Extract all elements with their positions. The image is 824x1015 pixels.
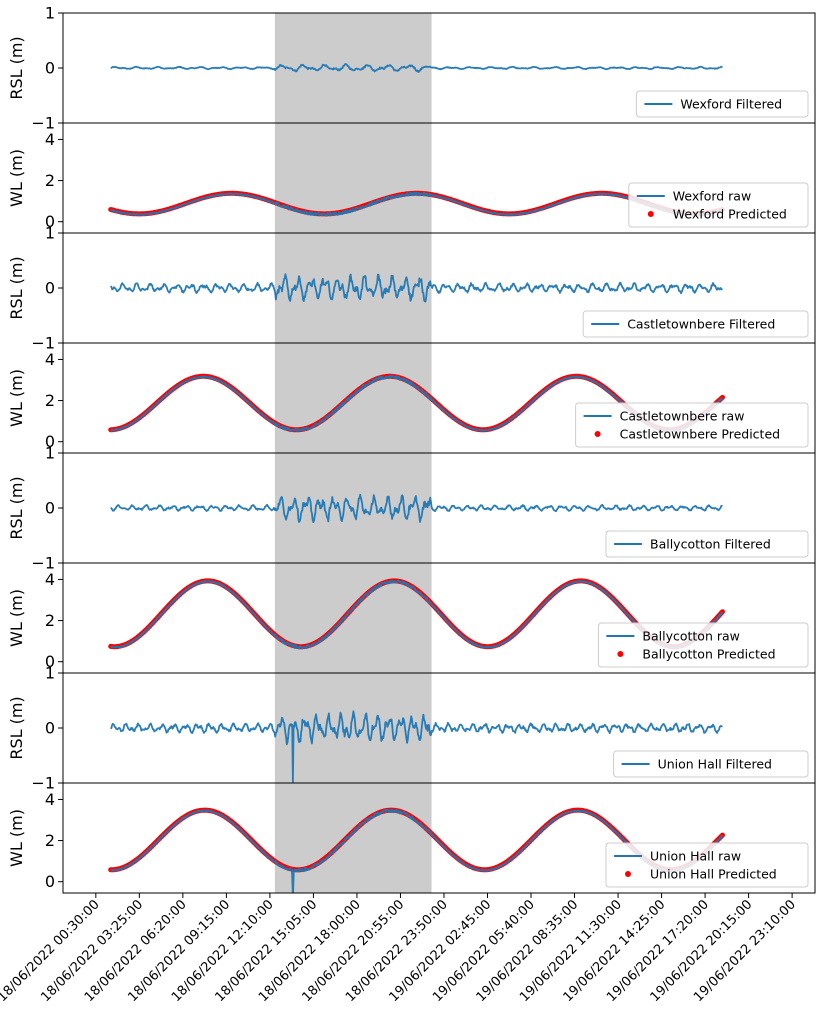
y-tick-label: 1 [45,444,55,463]
y-tick-label: 0 [45,212,55,231]
panel-frame [62,782,816,894]
filtered-series [110,493,723,523]
y-axis-label: RSL (m) [7,476,26,539]
y-axis-label: RSL (m) [7,36,26,99]
panel-3-rsl: 1 0 −1 RSL (m) Castletownbere Filtered [7,224,816,353]
panel-5-rsl: 1 0 −1 RSL (m) Ballycotton Filtered [7,444,816,573]
y-tick-label: −1 [31,114,55,133]
y-tick-label: 0 [45,652,55,671]
y-tick-label: 4 [45,350,55,369]
filtered-series [110,63,723,73]
y-axis-label: RSL (m) [7,696,26,759]
legend-entry-label: Wexford Filtered [680,97,782,112]
y-tick-label: 0 [45,872,55,891]
raw-series [110,191,723,217]
legend-box [575,402,809,448]
panel-2-wl: 4 2 0 WL (m) Wexford raw Wexford Predicted [7,122,816,234]
y-axis-label: WL (m) [7,149,26,207]
y-axis-label: WL (m) [7,589,26,647]
legend: Ballycotton Filtered [605,530,809,558]
y-axis-label: WL (m) [7,369,26,427]
y-tick-label: 0 [45,59,55,78]
legend: Castletownbere raw Castletownbere Predict… [575,402,809,448]
legend-entry-label: Castletownbere raw [620,409,745,424]
y-tick-label: 4 [45,570,55,589]
legend-entry-label: Union Hall Predicted [650,867,777,882]
legend-entry-label: Ballycotton raw [642,629,739,644]
legend-dot-marker [617,651,624,657]
legend-entry-label: Wexford raw [673,189,751,204]
legend-entry-label: Castletownbere Predicted [620,427,781,442]
legend: Union Hall raw Union Hall Predicted [605,842,809,888]
panel-8-wl: 4 2 0 WL (m) Union Hall raw Union Hall Predic… [7,782,816,894]
filtered-series [109,273,723,303]
y-tick-label: 2 [45,171,55,190]
y-tick-label: 1 [45,664,55,683]
legend-entry-label: Ballycotton Filtered [650,537,771,552]
legend: Union Hall Filtered [613,750,809,778]
legend-entry-label: Wexford Predicted [673,207,787,222]
y-tick-label: 1 [45,224,55,243]
panel-7-rsl: 1 0 −1 RSL (m) Union Hall Filtered [7,664,816,793]
legend: Wexford Filtered [635,90,809,118]
y-tick-label: 4 [45,790,55,809]
legend-box [613,750,809,778]
legend-box [605,842,809,888]
y-tick-label: 0 [45,719,55,738]
y-tick-label: 4 [45,130,55,149]
legend-entry-label: Union Hall Filtered [658,757,772,772]
y-tick-label: 0 [45,432,55,451]
legend-box [597,622,809,668]
legend-box [635,90,809,118]
legend-dot-marker [594,431,601,437]
raw-series [110,579,724,650]
y-tick-label: 1 [45,4,55,23]
legend: Ballycotton raw Ballycotton Predicted [597,622,809,668]
y-axis-label: RSL (m) [7,256,26,319]
y-tick-label: 2 [45,611,55,630]
raw-series [110,374,724,433]
legend-dot-marker [647,211,654,217]
raw-series [110,808,724,893]
legend-dot-marker [625,871,631,877]
y-tick-label: 0 [45,279,55,298]
y-tick-label: 2 [45,391,55,410]
legend-entry-label: Ballycotton Predicted [642,647,775,662]
legend-box [582,310,809,338]
filtered-series [110,710,723,783]
legend-entry-label: Castletownbere Filtered [627,317,775,332]
legend: Wexford raw Wexford Predicted [628,182,809,228]
y-tick-label: −1 [31,774,55,793]
y-tick-label: −1 [31,554,55,573]
legend-box [628,182,809,228]
y-tick-label: −1 [31,334,55,353]
panel-6-wl: 4 2 0 WL (m) Ballycotton raw Ballycotton Pred… [7,562,816,674]
y-tick-label: 2 [45,831,55,850]
legend-entry-label: Union Hall raw [650,849,741,864]
y-tick-label: 0 [45,499,55,518]
legend-box [605,530,809,558]
legend: Castletownbere Filtered [582,310,809,338]
y-axis-label: WL (m) [7,809,26,867]
